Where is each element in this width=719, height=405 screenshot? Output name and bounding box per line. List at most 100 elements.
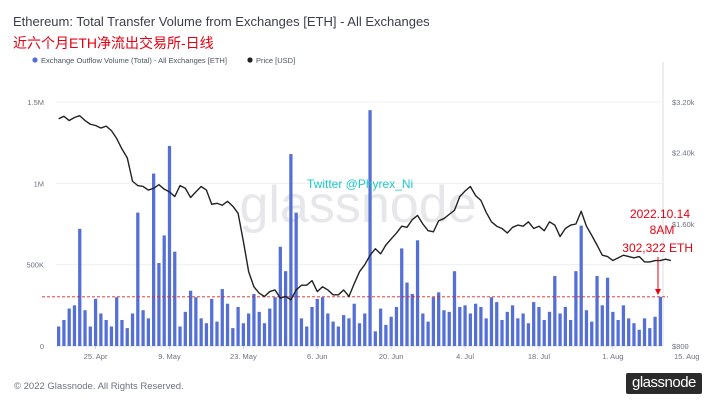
left-tick-label: 1M [34,179,44,188]
bar [579,225,583,346]
bar [568,319,573,346]
bar [532,302,536,346]
x-tick-label: 4. Jul [456,352,474,361]
legend-price-swatch [247,57,253,63]
bar [310,306,314,346]
bar [252,293,256,346]
bar [405,282,409,346]
bar [194,297,198,346]
bar [616,319,620,346]
bar [584,310,589,346]
bar [257,311,261,346]
bar [104,319,108,346]
bar [136,212,140,346]
bar [299,318,304,346]
bar [357,323,362,346]
bar [83,310,87,346]
bar [188,290,193,346]
bar [627,318,631,346]
bar [315,298,319,346]
bar [458,306,462,346]
bar [363,313,367,346]
x-tick-label: 20. Jun [379,352,404,361]
bar [320,297,325,346]
callout: 2022.10.14 8AM 302,322 ETH [622,207,693,295]
bar [394,306,399,346]
bar [437,292,441,346]
callout-time: 8AM [650,223,675,237]
bar [157,263,161,346]
bar [294,212,298,346]
right-axis-ticks: $800 $1.60k $2.40k $3.20k [672,98,695,351]
bar [605,277,610,346]
bar [183,311,187,346]
right-tick-label: $1.60k [672,220,695,229]
x-tick-label: 15. Aug [674,352,699,361]
bar [611,311,615,346]
bar [542,319,546,346]
bar [563,306,567,346]
chart-title: Ethereum: Total Transfer Volume from Exc… [13,14,430,29]
bar [431,297,436,346]
bar [146,318,150,346]
bar [326,313,330,346]
bar [152,173,156,346]
callout-arrow-head [655,289,661,295]
callout-date: 2022.10.14 [630,207,690,221]
bar [130,313,135,346]
bar [642,318,647,346]
bar [400,248,404,346]
bar [215,321,219,346]
x-tick-label: 23. May [230,352,257,361]
bar [590,321,594,346]
bar [547,311,552,346]
bar [210,298,214,346]
price-line [58,115,672,301]
bar [384,324,388,346]
bar [510,305,515,346]
bar [67,308,71,346]
bar [421,313,425,346]
bar [347,318,351,346]
bar [273,297,277,346]
left-axis-ticks: 0 500K 1M 1.5M [26,98,44,351]
legend-bar-label: Exchange Outflow Volume (Total) - All Ex… [41,56,227,65]
bar [516,318,520,346]
legend-bar-swatch [32,57,38,63]
x-tick-label: 1. Aug [602,352,623,361]
bar [553,276,557,346]
left-tick-label: 0 [40,342,44,351]
bar [648,328,652,346]
bar [62,319,66,346]
bar [595,276,599,346]
bar [88,326,92,346]
bar [162,235,166,346]
bar [199,318,203,346]
legend: Exchange Outflow Volume (Total) - All Ex… [32,56,295,65]
x-tick-label: 18. Jul [528,352,550,361]
bar [278,246,282,346]
bar [268,308,272,346]
bar-series [57,110,662,346]
bar [426,321,430,346]
bar [378,308,383,346]
bar [262,323,267,346]
x-tick-label: 25. Apr [84,352,108,361]
bar [305,326,309,346]
bar [373,331,377,346]
bar [125,328,129,346]
right-tick-label: $3.20k [672,98,695,107]
bar [489,297,494,346]
copyright: © 2022 Glassnode. All Rights Reserved. [14,381,184,392]
bar [93,298,98,346]
bar [410,293,414,346]
bar [247,313,251,346]
bar [331,321,335,346]
bar [336,326,341,346]
bar [468,313,472,346]
bar [574,271,578,346]
left-tick-label: 500K [26,261,44,270]
bar [389,316,393,346]
bar [368,110,372,346]
